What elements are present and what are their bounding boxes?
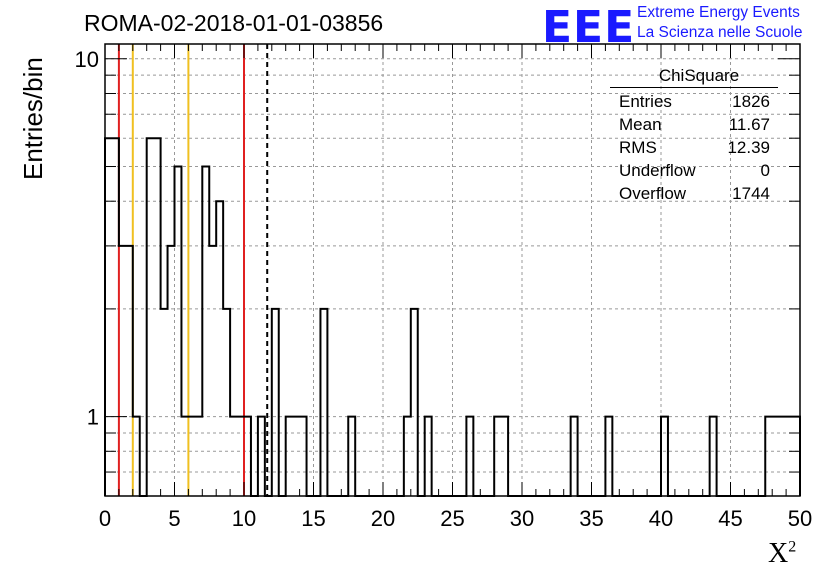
chart-title: ROMA-02-2018-01-01-03856 xyxy=(84,10,384,36)
x-tick-label: 5 xyxy=(168,506,180,531)
x-tick-label: 10 xyxy=(232,506,256,531)
stats-row: Underflow 0 xyxy=(619,161,770,180)
y-tick-labels: 1 10 xyxy=(75,47,99,430)
stats-row: Mean 11.67 xyxy=(619,115,770,134)
stats-box: ChiSquare Entries 1826 Mean 11.67 RMS 12.39… xyxy=(610,66,778,205)
y-axis-label: Entries/bin xyxy=(18,57,48,180)
x-tick-label: 0 xyxy=(99,506,111,531)
x-tick-label: 40 xyxy=(649,506,673,531)
x-tick-label: 20 xyxy=(371,506,395,531)
x-tick-label: 35 xyxy=(579,506,603,531)
histogram-outline xyxy=(104,137,801,497)
logo-line-2: La Scienza nelle Scuole xyxy=(637,24,803,41)
x-tick-label: 15 xyxy=(301,506,325,531)
stats-row: RMS 12.39 xyxy=(619,138,770,157)
x-tick-label: 50 xyxy=(788,506,812,531)
x-tick-label: 45 xyxy=(718,506,742,531)
x-tick-labels: 0 5 10 15 20 25 30 35 40 45 50 xyxy=(99,506,812,531)
plot-frame xyxy=(104,43,801,497)
reference-lines xyxy=(117,44,269,496)
stats-row: Overflow 1744 xyxy=(619,184,770,203)
x-tick-label: 25 xyxy=(440,506,464,531)
stats-title: ChiSquare xyxy=(610,66,778,88)
y-tick-label: 1 xyxy=(87,405,99,430)
stats-row: Entries 1826 xyxy=(619,92,770,111)
x-axis-label: X2 xyxy=(768,538,797,569)
eee-logo: EEE xyxy=(542,2,636,53)
logo-line-1: Extreme Energy Events xyxy=(637,4,800,21)
y-tick-label: 10 xyxy=(75,47,99,72)
x-tick-label: 30 xyxy=(510,506,534,531)
